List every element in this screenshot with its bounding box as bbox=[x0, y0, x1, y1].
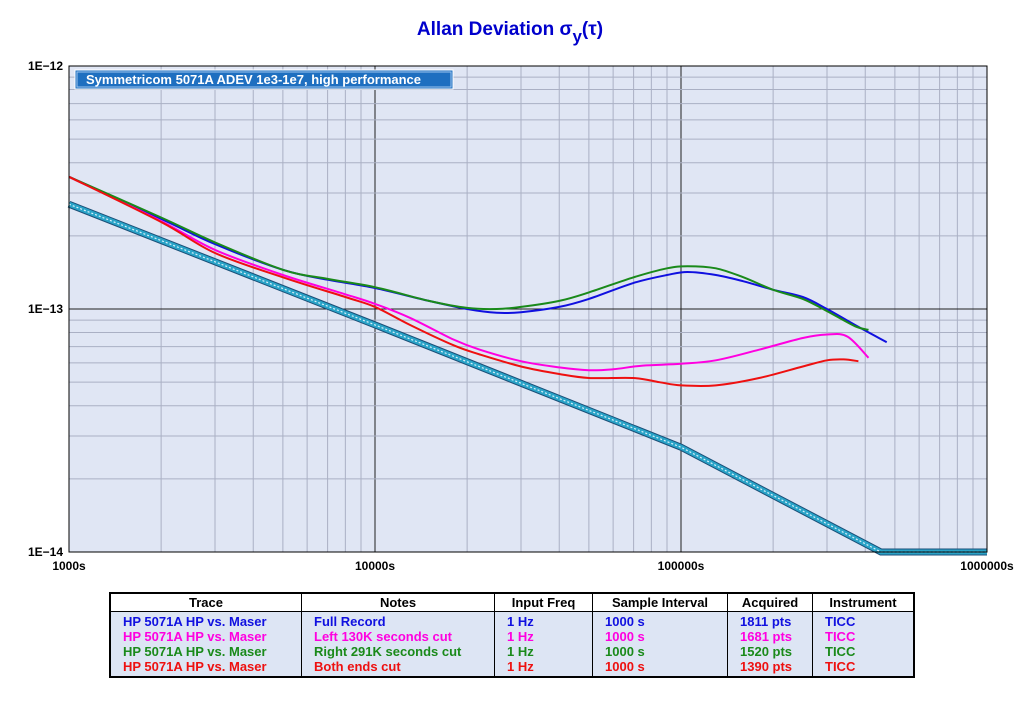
cell-sample-interval: 1000 s bbox=[592, 644, 728, 659]
cell-instrument: TICC bbox=[812, 629, 915, 644]
y-tick-label: 1E−14 bbox=[28, 545, 63, 559]
cell-acquired: 1681 pts bbox=[727, 629, 813, 644]
x-tick-label: 10000s bbox=[355, 559, 395, 573]
cell-input-freq: 1 Hz bbox=[494, 611, 593, 629]
cell-acquired: 1390 pts bbox=[727, 659, 813, 677]
grid-lines bbox=[69, 66, 987, 552]
allan-deviation-chart: Allan Deviation σy(τ) 1000s 10000s 100000s… bbox=[28, 19, 1014, 573]
table-row: HP 5071A HP vs. Maser Both ends cut 1 Hz 10… bbox=[109, 659, 915, 677]
cell-acquired: 1811 pts bbox=[727, 611, 813, 629]
x-tick-label: 100000s bbox=[658, 559, 705, 573]
cell-instrument: TICC bbox=[812, 644, 915, 659]
cell-notes: Left 130K seconds cut bbox=[301, 629, 495, 644]
trace-legend-table: Trace Notes Input Freq Sample Interval A… bbox=[109, 592, 915, 678]
y-tick-label: 1E−12 bbox=[28, 59, 63, 73]
col-header-trace: Trace bbox=[109, 592, 302, 612]
cell-sample-interval: 1000 s bbox=[592, 659, 728, 677]
x-tick-label: 1000s bbox=[52, 559, 86, 573]
chart-title: Allan Deviation σy(τ) bbox=[417, 19, 603, 46]
annotation-text: Symmetricom 5071A ADEV 1e3-1e7, high per… bbox=[86, 72, 421, 87]
table-row: HP 5071A HP vs. Maser Right 291K seconds … bbox=[109, 644, 915, 659]
cell-notes: Right 291K seconds cut bbox=[301, 644, 495, 659]
series-line-left-cut bbox=[68, 175, 870, 372]
cell-instrument: TICC bbox=[812, 659, 915, 677]
y-tick-label: 1E−13 bbox=[28, 302, 63, 316]
annotation-box: Symmetricom 5071A ADEV 1e3-1e7, high per… bbox=[74, 69, 454, 90]
cell-notes: Both ends cut bbox=[301, 659, 495, 677]
cell-trace: HP 5071A HP vs. Maser bbox=[109, 644, 302, 659]
cell-sample-interval: 1000 s bbox=[592, 629, 728, 644]
col-header-instrument: Instrument bbox=[812, 592, 915, 612]
cell-trace: HP 5071A HP vs. Maser bbox=[109, 611, 302, 629]
cell-notes: Full Record bbox=[301, 611, 495, 629]
col-header-notes: Notes bbox=[301, 592, 495, 612]
cell-acquired: 1520 pts bbox=[727, 644, 813, 659]
col-header-acquired: Acquired bbox=[727, 592, 813, 612]
col-header-input-freq: Input Freq bbox=[494, 592, 593, 612]
series-lines bbox=[68, 175, 888, 388]
col-header-sample-interval: Sample Interval bbox=[592, 592, 728, 612]
series-line-right-cut bbox=[68, 175, 869, 331]
cell-input-freq: 1 Hz bbox=[494, 629, 593, 644]
axis-tick-labels: 1000s 10000s 100000s 1000000s 1E−12 1E−13 1E−1… bbox=[28, 59, 1014, 573]
cell-input-freq: 1 Hz bbox=[494, 659, 593, 677]
plot-border bbox=[68, 65, 988, 553]
table-row: HP 5071A HP vs. Maser Left 130K seconds c… bbox=[109, 629, 915, 644]
cell-trace: HP 5071A HP vs. Maser bbox=[109, 629, 302, 644]
table-row: HP 5071A HP vs. Maser Full Record 1 Hz 1000… bbox=[109, 611, 915, 629]
cell-trace: HP 5071A HP vs. Maser bbox=[109, 659, 302, 677]
table-header-row: Trace Notes Input Freq Sample Interval A… bbox=[109, 592, 915, 612]
cell-input-freq: 1 Hz bbox=[494, 644, 593, 659]
series-line-both-cut bbox=[68, 175, 859, 388]
cell-sample-interval: 1000 s bbox=[592, 611, 728, 629]
cell-instrument: TICC bbox=[812, 611, 915, 629]
x-tick-label: 1000000s bbox=[960, 559, 1014, 573]
